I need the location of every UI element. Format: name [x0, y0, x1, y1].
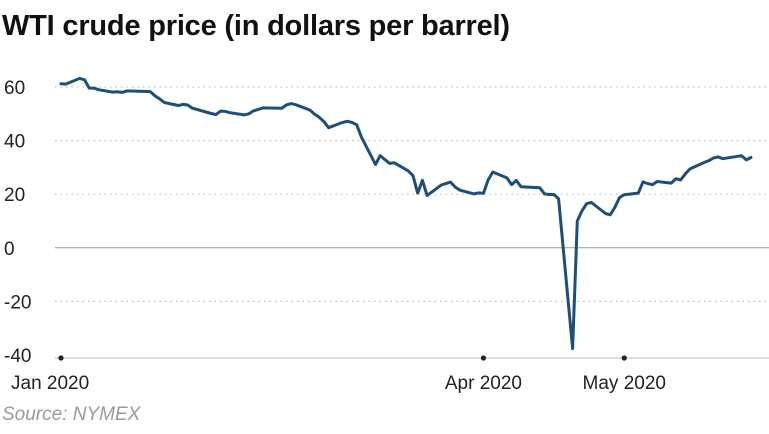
- x-tick-label: May 2020: [583, 373, 666, 394]
- series-line: [59, 76, 753, 351]
- grid-lines: [55, 86, 769, 302]
- x-tick-mark: [480, 355, 487, 361]
- chart-title: WTI crude price (in dollars per barrel): [2, 10, 510, 42]
- series-layer: [59, 76, 753, 351]
- x-tick-label: Apr 2020: [445, 373, 522, 394]
- x-tick-mark: [621, 355, 627, 361]
- source-note: Source: NYMEX: [2, 404, 141, 425]
- y-tick-label: 40: [4, 132, 25, 153]
- x-tick-mark: [58, 355, 64, 361]
- y-tick-label: 60: [4, 78, 25, 99]
- y-tick-label: 20: [4, 185, 25, 206]
- x-tick-label: Jan 2020: [11, 373, 89, 394]
- y-tick-label: -20: [4, 292, 31, 313]
- x-axis: Jan 2020 Apr 2020 May 2020: [11, 355, 769, 394]
- y-tick-label: -40: [4, 346, 31, 367]
- y-tick-label: 0: [4, 239, 15, 260]
- y-axis-ticks: 60 40 20 0 -20 -40: [4, 78, 31, 367]
